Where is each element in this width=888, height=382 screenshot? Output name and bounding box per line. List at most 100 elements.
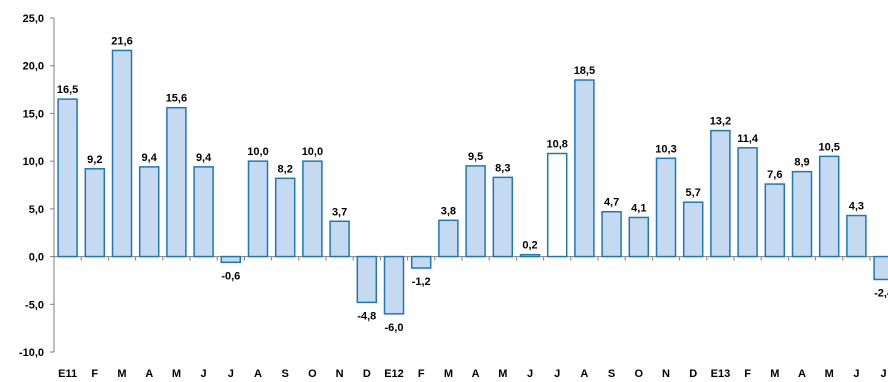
bar-21 — [628, 216, 650, 258]
data-label-18: 10,8 — [546, 139, 567, 151]
data-label-29: 4,3 — [849, 201, 864, 213]
data-label-0: 16,5 — [57, 84, 78, 96]
bar-7 — [247, 160, 269, 258]
data-label-16: 8,3 — [495, 162, 510, 174]
data-label-22: 10,3 — [655, 143, 676, 155]
bar-30 — [873, 255, 888, 281]
y-tick-label: 10,0 — [23, 156, 44, 168]
x-tick-label-28: M — [825, 368, 834, 380]
x-tick-label-2: M — [117, 368, 126, 380]
data-label-8: 8,2 — [278, 163, 293, 175]
data-label-4: 15,6 — [166, 93, 187, 105]
x-tick-label-18: J — [554, 368, 560, 380]
x-tick-label-22: N — [662, 368, 670, 380]
x-tick-label-3: A — [145, 368, 153, 380]
x-tick-label-30: J — [881, 368, 887, 380]
bar-20 — [601, 210, 622, 258]
x-tick-label-13: F — [418, 368, 425, 380]
data-label-3: 9,4 — [142, 152, 158, 164]
bar-17 — [519, 253, 541, 258]
bar-24 — [710, 129, 731, 258]
data-label-10: 3,7 — [332, 206, 347, 218]
bar-26 — [764, 183, 786, 258]
x-tick-label-1: F — [91, 368, 98, 380]
x-tick-label-0: E11 — [58, 368, 77, 380]
x-tick-label-17: J — [527, 368, 533, 380]
bar-layer — [57, 49, 888, 315]
bar-0 — [57, 98, 78, 258]
data-label-26: 7,6 — [767, 169, 782, 181]
bar-9 — [302, 160, 323, 258]
bar-5 — [193, 166, 214, 258]
data-label-24: 13,2 — [710, 116, 731, 128]
data-label-9: 10,0 — [302, 146, 323, 158]
x-tick-label-6: J — [228, 368, 234, 380]
data-label-25: 11,4 — [737, 133, 759, 145]
data-label-5: 9,4 — [196, 152, 212, 164]
x-tick-label-12: E12 — [384, 368, 404, 380]
bar-15 — [465, 165, 486, 258]
data-label-28: 10,5 — [818, 141, 839, 153]
bar-11 — [356, 255, 378, 304]
x-tick-label-14: M — [444, 368, 453, 380]
y-tick-label: 25,0 — [23, 13, 44, 25]
y-tick-label: 5,0 — [29, 204, 44, 216]
x-tick-label-10: N — [336, 368, 344, 380]
bar-13 — [410, 255, 432, 269]
x-tick-label-25: F — [744, 368, 751, 380]
data-label-13: -1,2 — [412, 276, 431, 288]
data-label-1: 9,2 — [87, 154, 102, 166]
x-tick-label-5: J — [201, 368, 207, 380]
x-tick-label-23: D — [689, 368, 697, 380]
x-tick-label-15: A — [472, 368, 480, 380]
bar-12 — [383, 255, 405, 315]
x-tick-label-24: E13 — [711, 368, 731, 380]
data-label-11: -4,8 — [357, 310, 376, 322]
label-layer: 16,5 E11 9,2 F 21,6 M 9,4 A 15,6 M 9,4 J -0,6 J 10,0 A 8… — [57, 35, 888, 380]
data-label-20: 4,7 — [604, 197, 619, 209]
x-tick-label-4: M — [172, 368, 181, 380]
data-label-21: 4,1 — [631, 202, 646, 214]
data-label-23: 5,7 — [686, 187, 701, 199]
bar-4 — [166, 106, 187, 258]
x-tick-label-8: S — [282, 368, 289, 380]
x-tick-label-26: M — [770, 368, 779, 380]
bar-16 — [492, 176, 514, 258]
bar-18 — [546, 152, 568, 258]
x-tick-label-20: S — [608, 368, 615, 380]
data-label-30: -2,4 — [874, 287, 888, 299]
bar-2 — [111, 49, 133, 258]
bar-25 — [737, 147, 758, 258]
data-label-19: 18,5 — [574, 65, 595, 77]
bar-29 — [846, 214, 867, 258]
data-label-7: 10,0 — [247, 146, 268, 158]
y-tick-label: -10,0 — [19, 347, 44, 359]
x-tick-label-21: O — [635, 368, 644, 380]
y-tick-label: 0,0 — [29, 252, 44, 264]
data-label-17: 0,2 — [522, 240, 537, 252]
bar-27 — [791, 170, 813, 258]
bar-3 — [138, 166, 160, 258]
bar-22 — [655, 157, 677, 258]
y-tick-label: 15,0 — [23, 108, 44, 120]
y-tick-label: -5,0 — [25, 299, 44, 311]
y-tick-label: 20,0 — [23, 61, 44, 73]
bar-1 — [84, 168, 106, 258]
x-tick-label-27: A — [798, 368, 806, 380]
bar-10 — [329, 220, 350, 258]
bar-19 — [574, 79, 595, 258]
bar-6 — [220, 255, 242, 264]
data-label-14: 3,8 — [441, 205, 456, 217]
data-label-27: 8,9 — [794, 157, 809, 169]
x-tick-label-9: O — [308, 368, 317, 380]
x-tick-label-19: A — [580, 368, 588, 380]
x-tick-label-11: D — [363, 368, 371, 380]
data-label-15: 9,5 — [468, 151, 483, 163]
x-tick-label-7: A — [254, 368, 262, 380]
data-label-2: 21,6 — [111, 35, 132, 47]
bar-14 — [438, 219, 459, 258]
x-tick-label-29: J — [853, 368, 859, 380]
bar-8 — [274, 177, 296, 258]
data-label-12: -6,0 — [385, 322, 404, 334]
